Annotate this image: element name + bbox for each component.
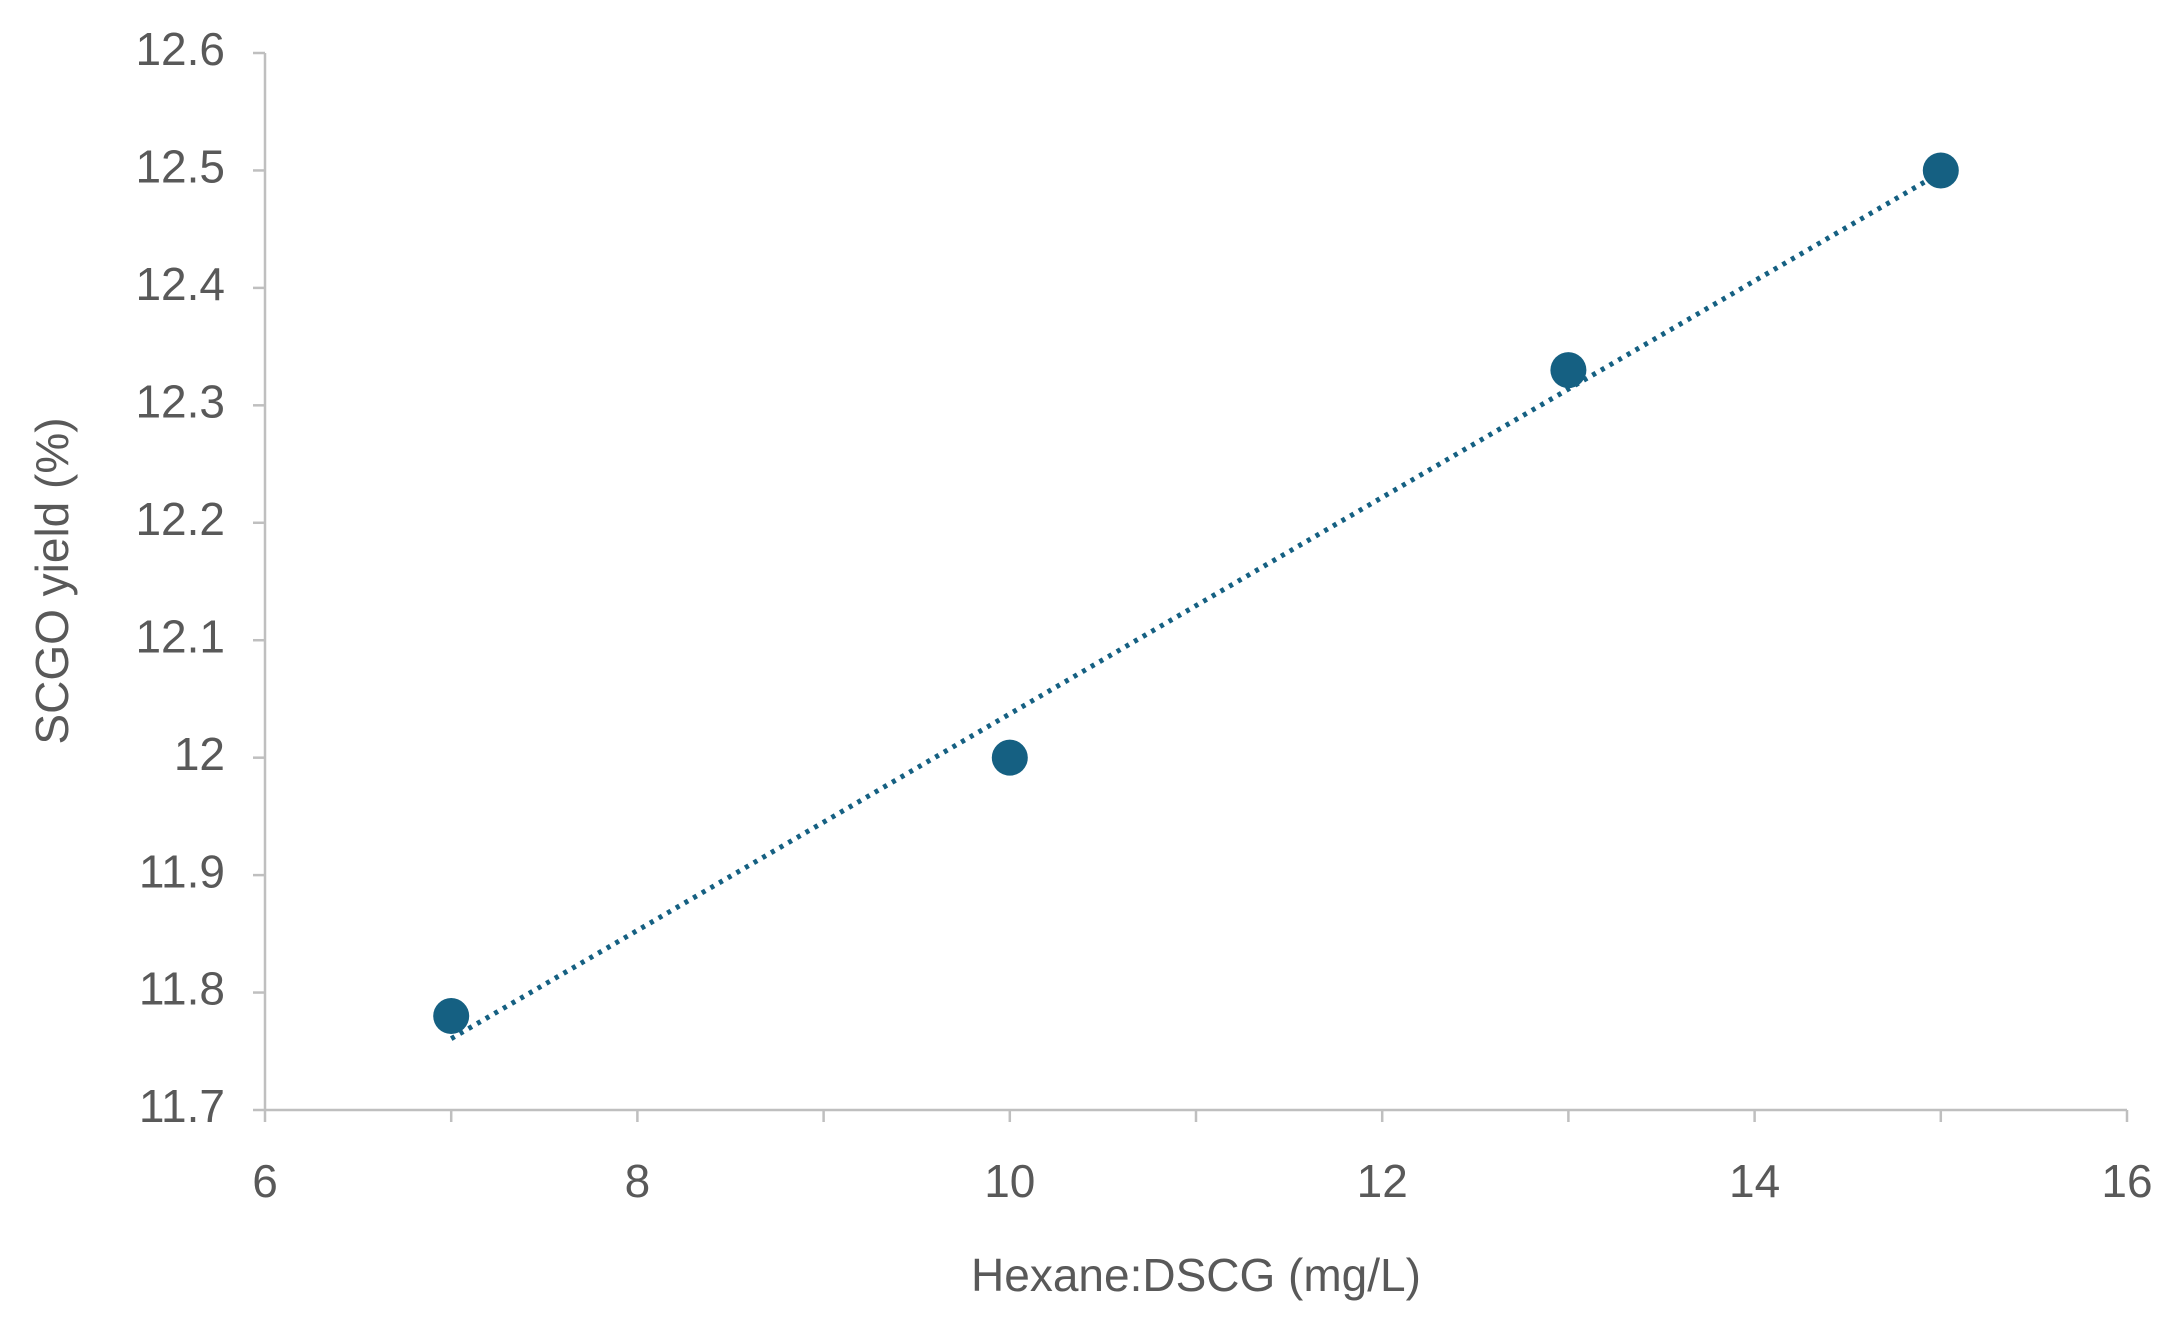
y-tick-label: 12.5 bbox=[135, 141, 225, 193]
data-point bbox=[991, 739, 1028, 776]
x-tick-label: 8 bbox=[625, 1155, 651, 1207]
y-tick-label: 11.9 bbox=[139, 845, 225, 897]
y-tick-label: 12.4 bbox=[135, 258, 225, 310]
x-tick-label: 12 bbox=[1357, 1155, 1408, 1207]
y-tick-label: 11.7 bbox=[139, 1080, 225, 1132]
x-tick-label: 16 bbox=[2101, 1155, 2152, 1207]
y-tick-label: 12.2 bbox=[135, 493, 225, 545]
x-tick-label: 10 bbox=[984, 1155, 1035, 1207]
trendline bbox=[449, 170, 1943, 1041]
y-tick-label: 12.1 bbox=[135, 610, 225, 662]
data-point bbox=[1922, 152, 1959, 189]
data-point bbox=[1550, 352, 1587, 389]
y-tick-label: 11.8 bbox=[139, 963, 225, 1015]
y-tick-label: 12 bbox=[174, 728, 225, 780]
x-tick-label: 6 bbox=[252, 1155, 278, 1207]
data-point bbox=[433, 998, 470, 1035]
y-axis-label: SCGO yield (%) bbox=[26, 417, 78, 744]
y-tick-label: 12.3 bbox=[135, 375, 225, 427]
x-tick-label: 14 bbox=[1729, 1155, 1780, 1207]
y-tick-label: 12.6 bbox=[135, 23, 225, 75]
x-axis-label: Hexane:DSCG (mg/L) bbox=[971, 1249, 1421, 1301]
